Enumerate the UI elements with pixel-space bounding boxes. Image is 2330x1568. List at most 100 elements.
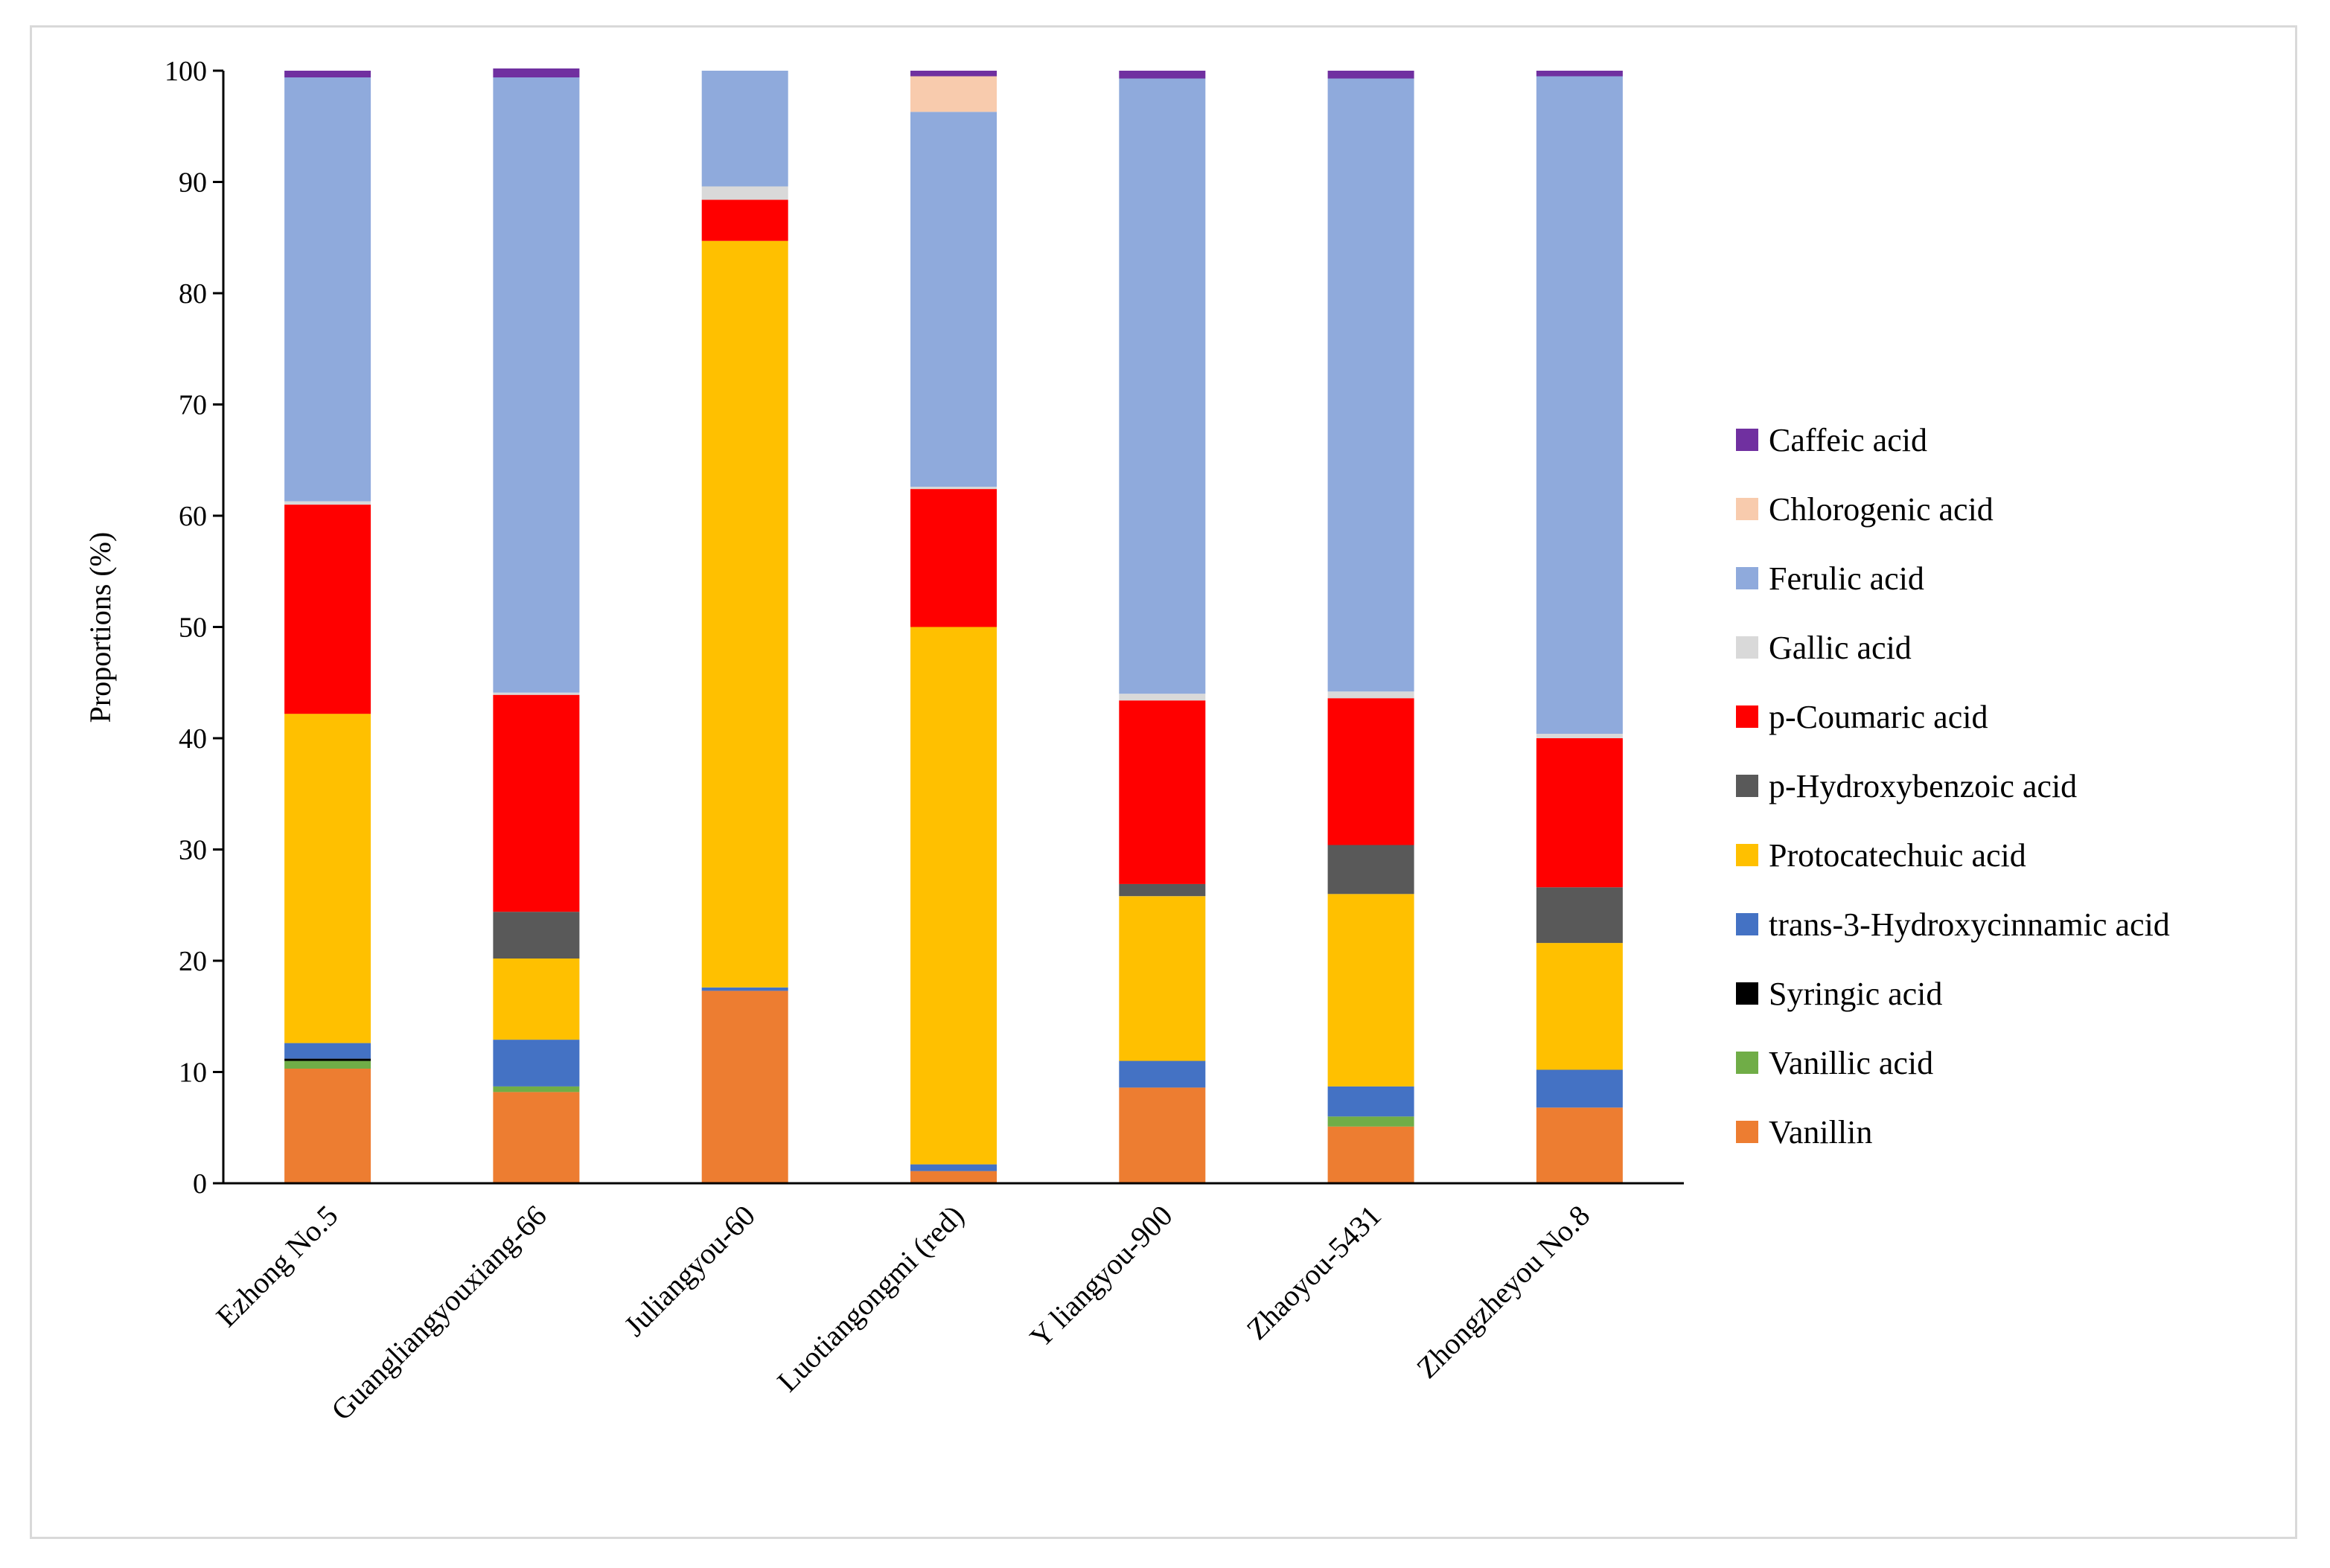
y-tick-label: 50 xyxy=(179,612,207,644)
bar-segment-protocatechuic-acid xyxy=(1119,896,1206,1061)
bar-segment-p-coumaric-acid xyxy=(493,694,580,912)
legend-swatch xyxy=(1736,498,1758,520)
bar-segment-p-hydroxybenzoic-acid xyxy=(1536,887,1623,944)
bar-segment-gallic-acid xyxy=(1536,734,1623,738)
bar-segment-ferulic-acid xyxy=(1536,76,1623,734)
bar-segment-vanillic-acid xyxy=(493,1086,580,1092)
bar-segment-ferulic-acid xyxy=(1327,78,1414,692)
legend-swatch xyxy=(1736,567,1758,589)
bar-segment-protocatechuic-acid xyxy=(701,240,788,988)
bar-segment-caffeic-acid xyxy=(1119,71,1206,79)
legend-swatch xyxy=(1736,1121,1758,1143)
legend-swatch xyxy=(1736,913,1758,935)
y-tick-label: 0 xyxy=(193,1168,207,1200)
bar-segment-ferulic-acid xyxy=(284,77,371,502)
plot-area xyxy=(284,68,1623,1183)
x-category-label: Zhaoyou-5431 xyxy=(1240,1199,1388,1346)
legend-label: Vanillic acid xyxy=(1769,1045,1933,1081)
legend-swatch xyxy=(1736,1052,1758,1074)
legend-label: Gallic acid xyxy=(1769,630,1912,666)
bar-segment-p-hydroxybenzoic-acid xyxy=(1327,845,1414,895)
bar-segment-vanillin xyxy=(493,1092,580,1183)
y-tick-label: 90 xyxy=(179,167,207,199)
legend-label: Protocatechuic acid xyxy=(1769,837,2026,874)
x-category-label: Guangliangyouxiang-66 xyxy=(325,1199,553,1427)
bar-segment-vanillin xyxy=(284,1069,371,1183)
bar-segment-p-hydroxybenzoic-acid xyxy=(493,912,580,959)
y-tick-label: 30 xyxy=(179,835,207,866)
legend-label: Chlorogenic acid xyxy=(1769,491,1994,528)
legend-label: Ferulic acid xyxy=(1769,560,1924,597)
y-axis-title: Proportions (%) xyxy=(83,532,117,723)
bar-segment-caffeic-acid xyxy=(284,71,371,77)
bar-segment-trans-3-hydroxycinnamic-acid xyxy=(1119,1060,1206,1088)
bar-segment-trans-3-hydroxycinnamic-acid xyxy=(1327,1086,1414,1117)
legend-swatch xyxy=(1736,982,1758,1005)
y-tick-label: 100 xyxy=(165,56,207,87)
bar-segment-gallic-acid xyxy=(284,501,371,505)
bar-segment-protocatechuic-acid xyxy=(1536,943,1623,1070)
bar-segment-p-coumaric-acid xyxy=(910,489,997,627)
legend-swatch xyxy=(1736,844,1758,866)
legend-swatch xyxy=(1736,705,1758,728)
bar-segment-trans-3-hydroxycinnamic-acid xyxy=(284,1043,371,1059)
bar-segment-vanillin xyxy=(1119,1087,1206,1183)
legend: Caffeic acid Chlorogenic acid Ferulic acid… xyxy=(1736,422,2170,1151)
bar-segment-protocatechuic-acid xyxy=(493,959,580,1040)
bar-segment-gallic-acid xyxy=(493,692,580,695)
bar-segment-trans-3-hydroxycinnamic-acid xyxy=(493,1040,580,1087)
x-category-label: Juliangyou-60 xyxy=(617,1199,762,1343)
legend-label: p-Coumaric acid xyxy=(1769,699,1988,735)
bar-segment-p-coumaric-acid xyxy=(701,199,788,241)
bar-segment-vanillic-acid xyxy=(1327,1116,1414,1127)
bar-segment-p-hydroxybenzoic-acid xyxy=(1119,883,1206,897)
bar-segment-gallic-acid xyxy=(1119,694,1206,701)
bar-segment-protocatechuic-acid xyxy=(284,714,371,1043)
bar-segment-trans-3-hydroxycinnamic-acid xyxy=(701,987,788,991)
bar-segment-vanillin xyxy=(1327,1126,1414,1183)
bar-segment-vanillin xyxy=(701,991,788,1183)
y-tick-label: 70 xyxy=(179,390,207,421)
bar-segment-ferulic-acid xyxy=(701,71,788,187)
legend-swatch xyxy=(1736,429,1758,451)
bar-segment-caffeic-acid xyxy=(910,71,997,77)
bar-segment-caffeic-acid xyxy=(493,68,580,77)
y-tick-label: 40 xyxy=(179,723,207,755)
legend-label: Caffeic acid xyxy=(1769,422,1927,458)
bar-segment-trans-3-hydroxycinnamic-acid xyxy=(910,1164,997,1171)
bar-segment-ferulic-acid xyxy=(1119,78,1206,694)
bar-segment-caffeic-acid xyxy=(1327,71,1414,79)
y-tick-label: 60 xyxy=(179,501,207,532)
legend-swatch xyxy=(1736,636,1758,659)
bar-segment-gallic-acid xyxy=(910,487,997,490)
bar-segment-vanillin xyxy=(1536,1107,1623,1183)
bar-segment-trans-3-hydroxycinnamic-acid xyxy=(1536,1069,1623,1108)
x-category-label: Ezhong No.5 xyxy=(209,1199,344,1334)
bar-segment-ferulic-acid xyxy=(493,77,580,693)
bar-segment-p-coumaric-acid xyxy=(1327,698,1414,845)
y-tick-label: 10 xyxy=(179,1057,207,1089)
legend-swatch xyxy=(1736,775,1758,797)
bar-segment-ferulic-acid xyxy=(910,112,997,487)
bar-segment-protocatechuic-acid xyxy=(1327,894,1414,1087)
bar-segment-protocatechuic-acid xyxy=(910,627,997,1165)
bar-segment-vanillic-acid xyxy=(284,1060,371,1069)
legend-label: Syringic acid xyxy=(1769,976,1942,1012)
bar-segment-p-coumaric-acid xyxy=(284,505,371,714)
legend-label: p-Hydroxybenzoic acid xyxy=(1769,768,2077,804)
bar-segment-vanillin xyxy=(910,1171,997,1183)
bar-segment-p-coumaric-acid xyxy=(1536,738,1623,888)
y-tick-label: 80 xyxy=(179,278,207,310)
bar-segment-gallic-acid xyxy=(1327,691,1414,699)
y-tick-label: 20 xyxy=(179,946,207,977)
bar-segment-chlorogenic-acid xyxy=(910,76,997,112)
bar-segment-gallic-acid xyxy=(701,186,788,200)
bar-segment-syringic-acid xyxy=(284,1058,371,1061)
x-category-label: Luotiangongmi (red) xyxy=(770,1199,970,1398)
x-category-label: Y liangyou-900 xyxy=(1024,1199,1179,1354)
legend-label: Vanillin xyxy=(1769,1114,1872,1151)
x-category-label: Zhongzheyou No.8 xyxy=(1410,1199,1596,1385)
bar-segment-caffeic-acid xyxy=(1536,71,1623,77)
legend-label: trans-3-Hydroxycinnamic acid xyxy=(1769,906,2170,943)
